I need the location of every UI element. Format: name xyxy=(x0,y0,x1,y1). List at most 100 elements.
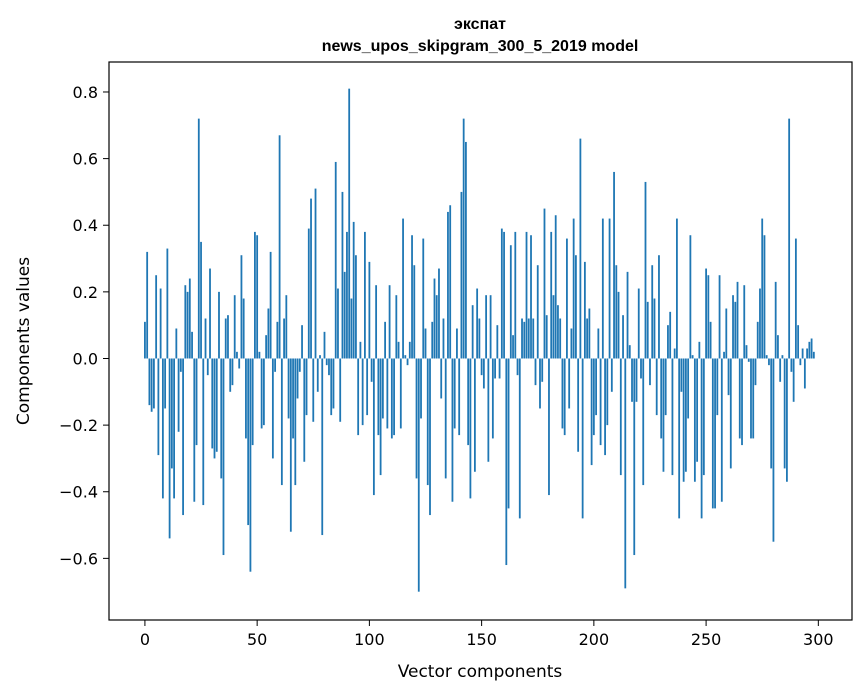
bar-127 xyxy=(429,358,431,516)
bar-221 xyxy=(640,358,642,379)
bar-279 xyxy=(770,358,773,469)
bar-222 xyxy=(642,358,645,486)
bar-11 xyxy=(168,358,171,539)
bar-234 xyxy=(669,311,672,359)
bar-193 xyxy=(577,358,580,452)
y-tick-label: −0.6 xyxy=(59,549,98,568)
bar-248 xyxy=(700,358,703,519)
bar-155 xyxy=(491,358,494,439)
bar-242 xyxy=(687,358,690,419)
bar-1 xyxy=(146,251,149,359)
bar-70 xyxy=(301,325,303,359)
bar-205 xyxy=(604,358,606,456)
bar-145 xyxy=(469,358,472,499)
bar-141 xyxy=(460,191,463,359)
bar-101 xyxy=(370,358,373,382)
bar-249 xyxy=(702,358,705,476)
bar-295 xyxy=(806,348,809,359)
bar-188 xyxy=(566,238,568,359)
bar-231 xyxy=(662,358,665,472)
bar-94 xyxy=(355,255,357,359)
bar-196 xyxy=(583,261,586,359)
bar-163 xyxy=(509,245,512,359)
bar-202 xyxy=(597,328,600,359)
bar-140 xyxy=(458,358,461,436)
bar-235 xyxy=(671,358,674,476)
bar-297 xyxy=(810,338,813,359)
bar-48 xyxy=(251,358,254,446)
bar-4 xyxy=(153,358,155,409)
bar-77 xyxy=(316,358,319,392)
bar-151 xyxy=(482,358,485,389)
bar-36 xyxy=(224,318,227,359)
bar-120 xyxy=(413,265,416,359)
bars-group xyxy=(144,88,815,592)
bar-182 xyxy=(552,295,555,359)
bar-226 xyxy=(651,265,654,359)
bar-198 xyxy=(588,308,591,359)
bar-203 xyxy=(599,358,602,446)
bar-176 xyxy=(539,358,541,409)
plot-frame xyxy=(108,61,853,621)
bar-298 xyxy=(812,351,815,359)
bar-97 xyxy=(361,358,364,426)
bar-25 xyxy=(200,241,202,359)
bar-118 xyxy=(408,341,411,359)
bar-262 xyxy=(732,295,734,359)
bar-146 xyxy=(471,305,474,359)
bar-71 xyxy=(303,358,306,462)
bar-137 xyxy=(451,358,454,502)
bar-183 xyxy=(554,215,557,359)
bar-147 xyxy=(473,358,476,472)
bar-105 xyxy=(379,358,382,476)
x-tick-label: 250 xyxy=(691,630,722,649)
bar-129 xyxy=(433,278,436,359)
bar-61 xyxy=(280,358,283,486)
bar-37 xyxy=(227,315,229,359)
bar-40 xyxy=(233,295,236,359)
bar-34 xyxy=(220,358,223,479)
bar-63 xyxy=(285,295,288,359)
bar-240 xyxy=(682,358,685,482)
bar-210 xyxy=(615,265,618,359)
bar-253 xyxy=(711,358,714,509)
bar-148 xyxy=(476,288,479,359)
bar-293 xyxy=(801,348,804,359)
bar-273 xyxy=(756,321,759,359)
bar-229 xyxy=(658,255,660,359)
bar-179 xyxy=(545,315,548,359)
bar-157 xyxy=(496,325,499,359)
bar-277 xyxy=(765,355,768,359)
bar-69 xyxy=(298,358,301,372)
bar-49 xyxy=(254,231,256,359)
bar-55 xyxy=(267,308,270,359)
bar-278 xyxy=(768,358,770,366)
bar-91 xyxy=(348,88,351,359)
bar-172 xyxy=(530,235,532,359)
bar-41 xyxy=(236,351,238,359)
bar-117 xyxy=(406,358,409,366)
y-tick-label: 0.8 xyxy=(73,83,98,102)
bar-257 xyxy=(720,358,723,502)
bar-237 xyxy=(676,218,678,359)
bar-54 xyxy=(265,335,268,359)
x-axis-label: Vector components xyxy=(398,662,563,682)
bar-187 xyxy=(563,358,566,436)
bar-51 xyxy=(258,351,261,359)
bar-114 xyxy=(399,358,402,429)
bar-132 xyxy=(440,358,443,399)
bar-274 xyxy=(759,288,761,359)
bar-154 xyxy=(489,295,492,359)
bar-201 xyxy=(595,358,597,416)
bar-33 xyxy=(218,291,220,359)
bar-241 xyxy=(684,358,687,472)
bar-93 xyxy=(352,221,355,359)
bar-290 xyxy=(794,238,797,359)
bar-153 xyxy=(487,358,490,462)
bar-174 xyxy=(534,358,537,386)
bar-103 xyxy=(375,285,378,359)
bar-169 xyxy=(523,321,526,359)
bar-239 xyxy=(680,358,683,392)
bar-30 xyxy=(211,358,214,449)
